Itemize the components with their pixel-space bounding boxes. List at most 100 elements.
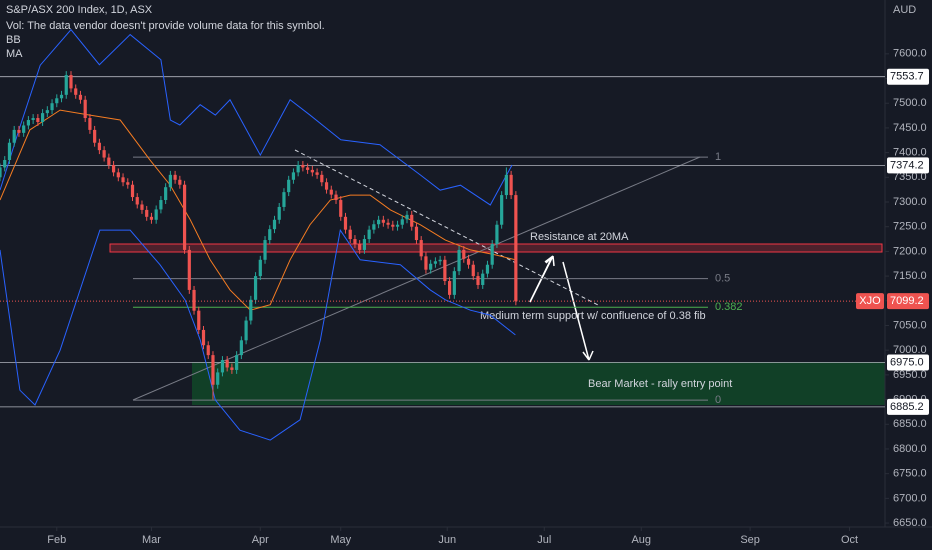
candle-body [414, 226, 419, 241]
candle-body [485, 264, 490, 274]
candle-body [419, 240, 423, 257]
candle-body [457, 249, 461, 272]
candle-body [206, 345, 210, 356]
candle-body [377, 219, 381, 225]
candle-body [324, 182, 329, 190]
x-tick-label: Feb [47, 534, 66, 546]
candle-body [249, 299, 253, 321]
y-tick-label: 7150.0 [893, 270, 927, 282]
candle-body [500, 195, 504, 225]
candle-body [211, 355, 215, 385]
candle-body [424, 256, 428, 270]
candle-body [329, 189, 333, 195]
resistance-zone [109, 243, 883, 253]
candle-body [306, 167, 310, 170]
candle-body [263, 240, 267, 260]
candle-body [36, 118, 40, 122]
candle-body [17, 129, 21, 133]
candle-body [514, 195, 518, 302]
fib-label: 1 [715, 151, 721, 163]
price-tag-label: 7553.7 [890, 71, 924, 83]
price-tag [887, 68, 929, 85]
x-tick-label: May [330, 534, 351, 546]
price-tag-label: 6885.2 [890, 401, 924, 413]
y-tick-label: 7250.0 [893, 221, 927, 233]
candle-body [140, 204, 144, 210]
candle-body [358, 243, 362, 250]
candle-body [504, 174, 508, 196]
price-tag [887, 293, 929, 310]
candle-body [447, 281, 452, 295]
indicator-line [0, 28, 513, 206]
y-axis-label: AUD [893, 4, 916, 16]
y-tick-label: 7050.0 [893, 319, 927, 331]
x-tick-label: Mar [142, 534, 161, 546]
candle-body [367, 229, 371, 240]
x-tick-label: Jul [537, 534, 551, 546]
candle-body [197, 310, 201, 330]
indicator-line [0, 228, 516, 441]
candle-body [55, 98, 59, 104]
candle-body [178, 179, 182, 185]
x-tick-label: Sep [740, 534, 760, 546]
candle-body [220, 360, 225, 373]
y-tick-label: 7450.0 [893, 122, 927, 134]
candle-body [272, 219, 277, 230]
candle-body [164, 187, 168, 201]
candle-body [410, 214, 414, 227]
candle-body [287, 179, 291, 193]
candle-body [296, 164, 300, 173]
candle-body [154, 209, 158, 220]
fib-label: 0.382 [715, 301, 743, 313]
indicator-label: BB [6, 34, 21, 46]
candle-body [395, 224, 400, 227]
candle-body [192, 289, 196, 311]
candle-body [235, 355, 239, 370]
candle-body [277, 206, 281, 220]
candle-body [490, 243, 494, 265]
candle-body [301, 164, 305, 168]
candle-body [225, 360, 229, 368]
candle-body [93, 129, 97, 143]
candle-body [471, 264, 475, 277]
candle-body [159, 200, 163, 210]
candle-body [3, 160, 7, 168]
trend-line [294, 149, 601, 307]
candle-body [339, 200, 343, 217]
candle-body [130, 184, 135, 198]
candle-body [443, 259, 447, 282]
y-tick-label: 7300.0 [893, 196, 927, 208]
price-tag-label: 7374.2 [890, 159, 924, 171]
chart-title: S&P/ASX 200 Index, 1D, ASX [6, 4, 153, 16]
candle-body [291, 172, 296, 180]
candle-body [476, 276, 480, 285]
candle-body [239, 340, 243, 356]
candle-body [452, 271, 456, 295]
candle-body [116, 172, 120, 178]
candle-body [433, 261, 438, 264]
candle-body [59, 94, 64, 99]
candle-body [348, 229, 352, 240]
y-tick-label: 7400.0 [893, 147, 927, 159]
fib-label: 0 [715, 394, 721, 406]
y-tick-label: 7500.0 [893, 97, 927, 109]
candle-body [50, 103, 54, 111]
candle-body [244, 320, 248, 341]
candle-body [386, 222, 390, 225]
candle-body [320, 174, 324, 183]
candle-body [343, 216, 348, 230]
price-tag [887, 354, 929, 371]
candle-body [97, 142, 101, 151]
candle-body [168, 174, 172, 188]
support-zone [192, 362, 885, 405]
candle-body [26, 120, 30, 126]
candle-body [315, 172, 319, 175]
candle-body [74, 88, 78, 95]
candle-body [381, 219, 385, 223]
x-tick-label: Apr [252, 534, 269, 546]
candle-body [310, 169, 314, 173]
y-tick-label: 7000.0 [893, 344, 927, 356]
y-tick-label: 6950.0 [893, 369, 927, 381]
